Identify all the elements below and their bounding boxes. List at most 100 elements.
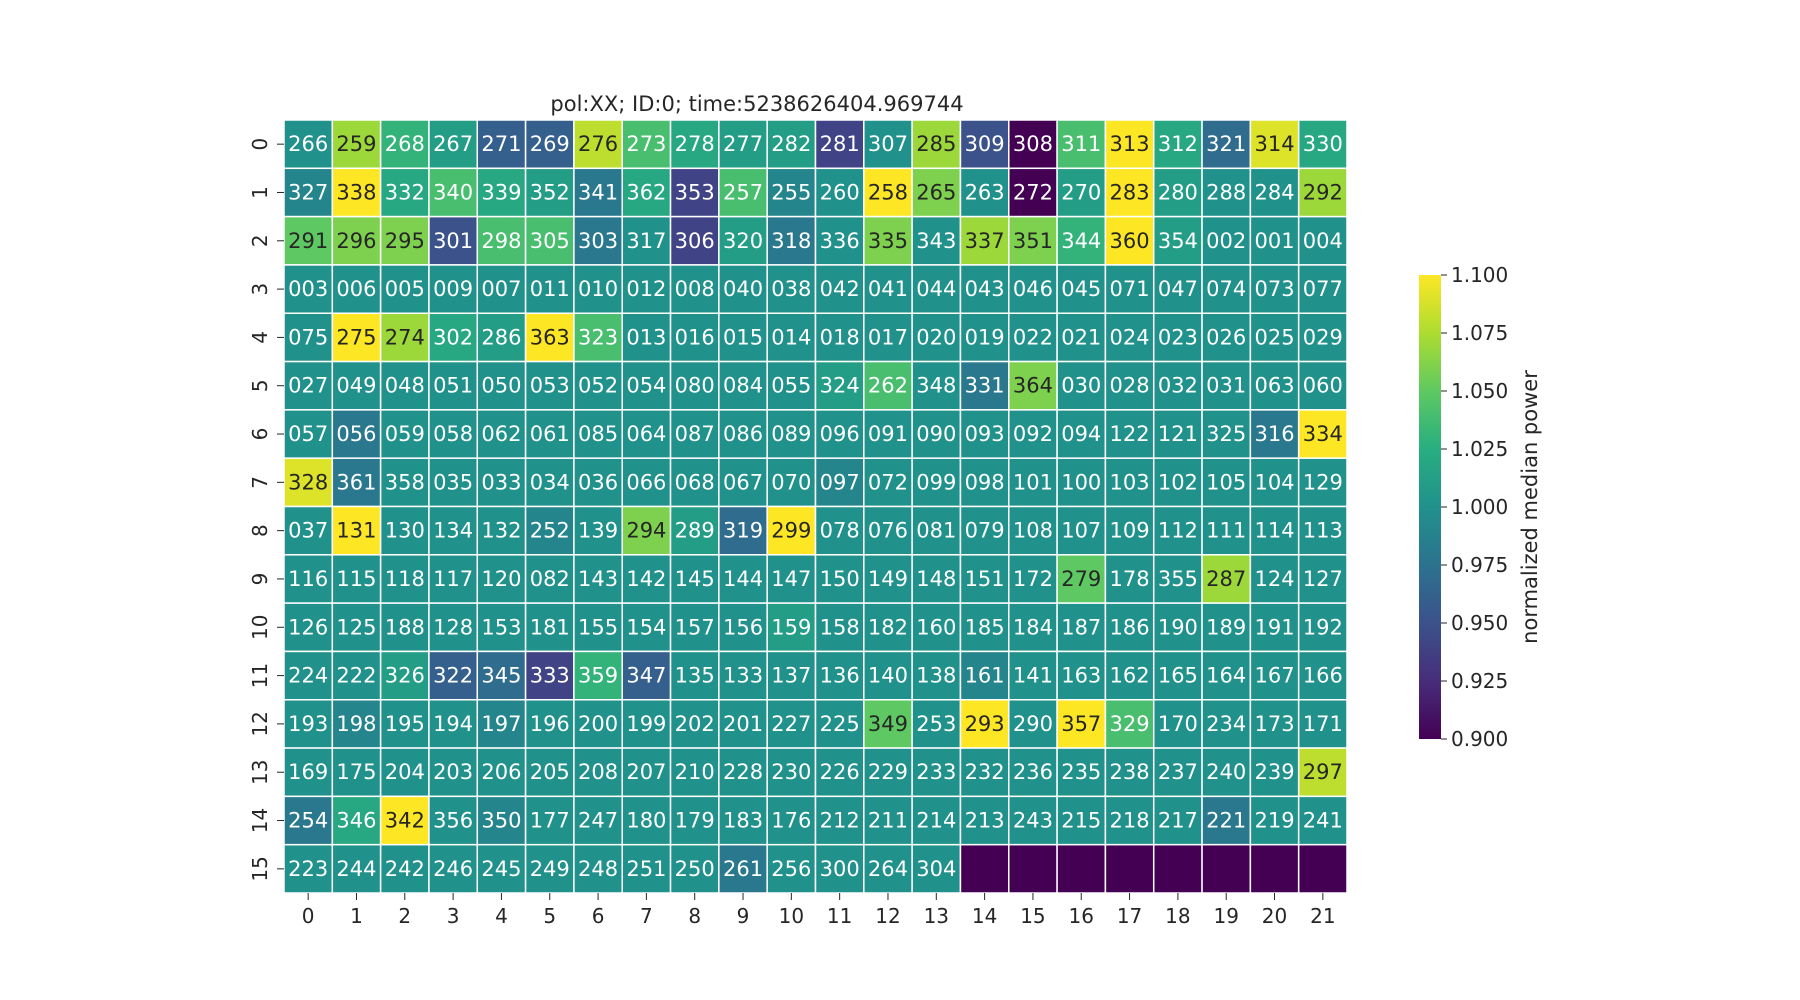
heatmap-cell [331,264,382,314]
cell-label: 003 [288,277,328,301]
cell-label: 223 [288,857,328,881]
heatmap-cell [814,747,865,798]
colorbar-label: normalized median power [1518,370,1542,644]
cell-label: 141 [1013,664,1053,688]
heatmap-cell [959,843,1010,894]
heatmap-cell [1201,312,1252,363]
cell-label: 221 [1206,809,1246,833]
cell-label: 093 [965,422,1005,446]
heatmap-cell [621,264,672,314]
cell-label: 263 [965,180,1005,204]
cell-label: 273 [626,132,666,156]
cell-label: 340 [433,180,473,204]
heatmap-cell [1008,119,1058,170]
heatmap-cell [1008,409,1058,459]
heatmap-cell [863,360,913,411]
heatmap-cell [573,312,623,363]
heatmap-cell [1152,747,1203,798]
cell-label: 149 [868,567,908,591]
heatmap-cell [1056,215,1107,266]
cell-label: 015 [723,325,763,349]
cell-label: 077 [1303,277,1343,301]
heatmap-cell [911,795,962,846]
cell-label: 142 [626,567,666,591]
heatmap-cell [1297,843,1348,894]
cell-label: 202 [675,712,715,736]
heatmap-cell [331,457,382,508]
cell-label: 091 [868,422,908,446]
cell-label: 084 [723,374,763,398]
cell-label: 218 [1110,809,1150,833]
cell-label: 175 [336,760,376,784]
heatmap-cell [1297,409,1348,459]
x-tick-label: 11 [827,904,852,928]
cell-label: 339 [481,180,521,204]
cell-label: 167 [1254,664,1294,688]
cell-label: 232 [965,760,1005,784]
cell-label: 176 [771,809,811,833]
cell-label: 104 [1254,470,1294,494]
colorbar-tick-label: 0.950 [1451,611,1508,635]
cell-label: 178 [1110,567,1150,591]
cell-label: 096 [820,422,860,446]
heatmap-cell [814,215,865,266]
cell-label: 063 [1254,374,1294,398]
heatmap-cell [379,505,430,556]
cell-label: 092 [1013,422,1053,446]
cell-label: 111 [1206,519,1246,543]
cell-label: 127 [1303,567,1343,591]
cell-label: 204 [385,760,425,784]
cell-label: 161 [965,664,1005,688]
heatmap-cell [814,505,865,556]
cell-label: 126 [288,615,328,639]
x-tick-label: 12 [875,904,900,928]
heatmap-cell [669,215,720,266]
heatmap-cell [1152,795,1203,846]
cell-label: 001 [1254,229,1294,253]
cell-label: 230 [771,760,811,784]
cell-label: 028 [1110,374,1150,398]
heatmap-cell [669,650,720,701]
heatmap-cell [959,650,1010,701]
colorbar-tick-label: 0.900 [1451,727,1508,751]
y-tick-label: 13 [248,759,272,784]
heatmap-cell [476,505,527,556]
heatmap-cell [1008,747,1058,798]
cell-label: 348 [916,374,956,398]
cell-label: 206 [481,760,521,784]
cell-label: 014 [771,325,811,349]
cell-label: 341 [578,180,618,204]
heatmap-cell [524,119,575,170]
heatmap-cell [959,602,1010,653]
cell-label: 047 [1158,277,1198,301]
heatmap-cell [911,699,962,749]
cell-label: 073 [1254,277,1294,301]
heatmap-cell [1056,119,1107,170]
cell-label: 118 [385,567,425,591]
cell-label: 013 [626,325,666,349]
cell-label: 157 [675,615,715,639]
cell-label: 314 [1254,132,1294,156]
cell-label: 292 [1303,180,1343,204]
cell-label: 086 [723,422,763,446]
cell-label: 135 [675,664,715,688]
x-tick-label: 9 [737,904,750,928]
cell-label: 145 [675,567,715,591]
heatmap-cell [911,119,962,170]
cell-label: 046 [1013,277,1053,301]
heatmap-cell [718,119,768,170]
colorbar: 0.900 0.925 0.950 0.975 1.000 1.025 1.050 1.075… [1419,263,1542,751]
cell-label: 244 [336,857,376,881]
cell-label: 362 [626,180,666,204]
cell-label: 305 [530,229,570,253]
cell-label: 133 [723,664,763,688]
heatmap-cell [959,505,1010,556]
heatmap-cell [524,264,575,314]
x-tick-label: 19 [1213,904,1238,928]
heatmap-cell [1104,409,1155,459]
cell-label: 061 [530,422,570,446]
cell-label: 053 [530,374,570,398]
cell-label: 109 [1110,519,1150,543]
cell-label: 290 [1013,712,1053,736]
cell-label: 313 [1110,132,1150,156]
